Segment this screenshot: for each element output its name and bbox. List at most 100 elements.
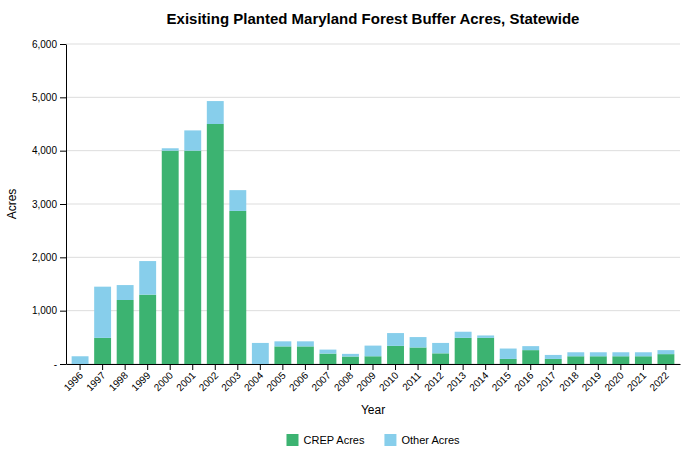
x-tick-label: 2009 <box>354 369 378 393</box>
y-tick: 6,000 <box>32 39 66 50</box>
bar <box>612 352 629 356</box>
x-tick-mark <box>237 364 238 370</box>
x-tick: 2009 <box>354 364 378 393</box>
x-tick: 2005 <box>264 364 288 393</box>
legend-swatch <box>384 434 396 446</box>
bar <box>117 285 134 300</box>
bar <box>252 343 269 364</box>
bar <box>229 190 246 211</box>
bar <box>432 343 449 353</box>
bar <box>455 332 472 338</box>
bar <box>342 357 359 364</box>
x-axis-label: Year <box>361 403 385 417</box>
x-tick-label: 1997 <box>84 369 108 393</box>
bar <box>657 354 674 364</box>
bar <box>387 333 404 346</box>
legend-swatch <box>286 434 298 446</box>
legend: CREP AcresOther Acres <box>286 434 460 446</box>
bar <box>635 356 652 364</box>
y-tick-mark <box>60 204 66 205</box>
x-tick-label: 2020 <box>602 369 626 393</box>
y-tick-label: 5,000 <box>32 92 57 103</box>
bar <box>410 347 427 364</box>
x-tick-mark <box>485 364 486 370</box>
bar <box>522 350 539 364</box>
x-tick: 2000 <box>152 364 176 393</box>
bar <box>117 300 134 364</box>
x-tick: 2007 <box>309 364 333 393</box>
x-tick: 2017 <box>535 364 559 393</box>
bar-series <box>94 124 674 364</box>
y-axis-label: Acres <box>5 189 19 220</box>
x-tick-label: 2011 <box>400 369 423 392</box>
bar <box>229 211 246 364</box>
bar <box>297 341 314 346</box>
x-tick: 1998 <box>107 364 131 393</box>
x-tick: 2001 <box>174 364 198 393</box>
x-tick: 2014 <box>467 364 491 393</box>
x-tick-label: 2013 <box>445 369 469 393</box>
x-tick-label: 2012 <box>422 369 446 393</box>
x-tick-label: 2004 <box>242 369 266 393</box>
x-tick: 2010 <box>377 364 401 393</box>
x-tick: 1997 <box>84 364 108 393</box>
grid-line <box>66 97 680 98</box>
y-tick-label: 2,000 <box>32 252 57 263</box>
bar <box>184 130 201 150</box>
x-tick-mark <box>147 364 148 370</box>
x-tick-mark <box>215 364 216 370</box>
bar <box>365 356 382 364</box>
bar <box>635 352 652 356</box>
y-tick-mark <box>60 257 66 258</box>
legend-label: Other Acres <box>401 434 460 446</box>
bar <box>184 151 201 364</box>
x-tick-label: 2022 <box>647 369 671 393</box>
bar <box>455 338 472 364</box>
x-tick-mark <box>102 364 103 370</box>
bar <box>297 346 314 364</box>
grid-line <box>66 44 680 45</box>
bar <box>522 346 539 350</box>
y-tick: 3,000 <box>32 199 66 210</box>
x-tick: 2003 <box>219 364 243 393</box>
bar <box>567 356 584 364</box>
x-tick: 2018 <box>557 364 581 393</box>
x-tick-mark <box>327 364 328 370</box>
bar <box>319 350 336 354</box>
bar-series <box>72 101 675 364</box>
bar <box>432 353 449 364</box>
x-tick-label: 2005 <box>264 369 288 393</box>
y-tick-mark <box>60 97 66 98</box>
grid-line <box>66 257 680 258</box>
bar <box>590 356 607 364</box>
y-tick-label: - <box>54 359 57 370</box>
x-tick-mark <box>418 364 419 370</box>
x-tick: 2022 <box>647 364 671 393</box>
x-tick-label: 2007 <box>309 369 333 393</box>
bar <box>274 341 291 346</box>
x-tick-mark <box>80 364 81 370</box>
y-tick-label: 3,000 <box>32 199 57 210</box>
x-tick-label: 2021 <box>625 369 649 393</box>
bar <box>342 354 359 357</box>
x-tick-label: 2018 <box>557 369 581 393</box>
bar <box>162 151 179 364</box>
y-tick: 1,000 <box>32 305 66 316</box>
x-tick-mark <box>665 364 666 370</box>
bar <box>365 346 382 357</box>
x-tick-label: 2006 <box>287 369 311 393</box>
x-tick-mark <box>620 364 621 370</box>
x-tick: 2011 <box>400 364 423 393</box>
x-tick-mark <box>440 364 441 370</box>
y-tick-label: 4,000 <box>32 145 57 156</box>
bar <box>162 148 179 150</box>
grid-line <box>66 150 680 151</box>
bar <box>72 356 89 364</box>
x-tick-label: 2010 <box>377 369 401 393</box>
bar <box>477 338 494 364</box>
x-tick: 1999 <box>129 364 153 393</box>
grid <box>66 44 680 364</box>
x-tick-label: 2014 <box>467 369 491 393</box>
y-tick: 2,000 <box>32 252 66 263</box>
x-tick-label: 2008 <box>332 369 356 393</box>
